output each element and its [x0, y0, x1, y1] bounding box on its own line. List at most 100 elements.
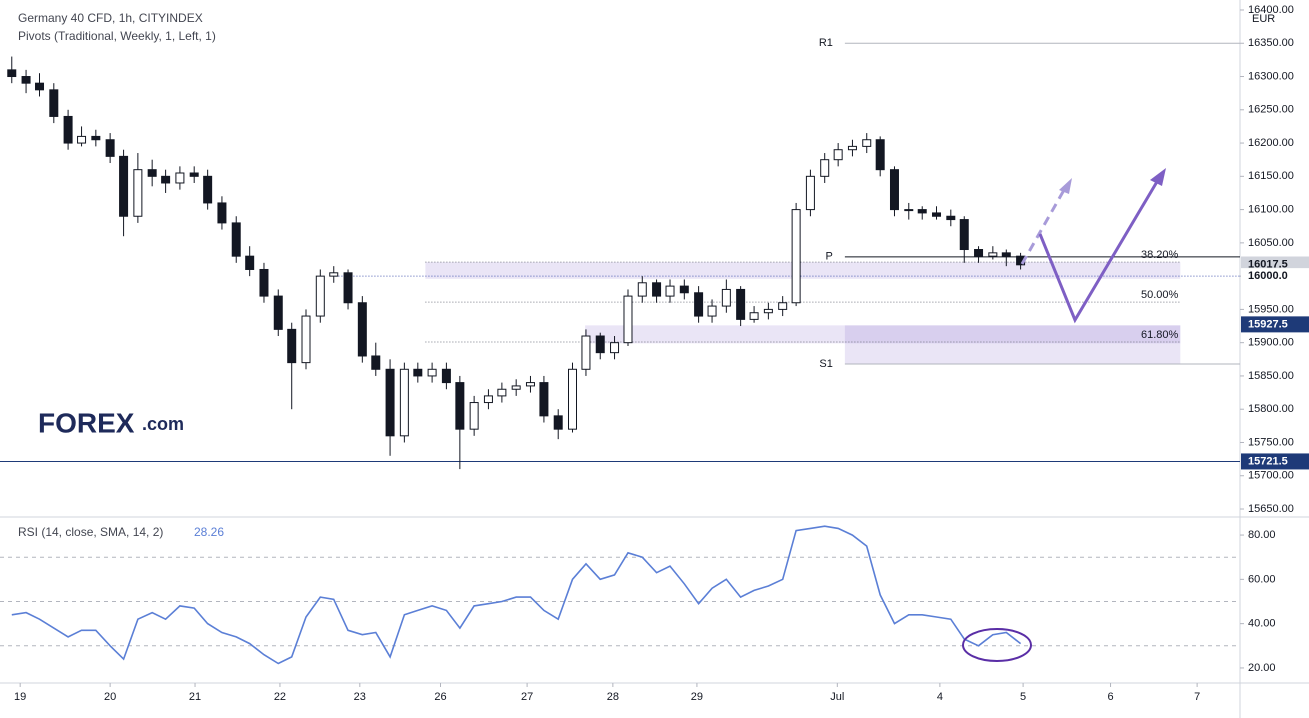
x-tick-label: 27: [521, 691, 533, 703]
x-tick-label: 20: [104, 691, 116, 703]
candle-body: [974, 249, 984, 257]
candle-body: [707, 305, 717, 317]
candle-body: [791, 209, 801, 304]
candle-body: [217, 202, 227, 224]
main-layer: [7, 56, 1026, 665]
rsi-last-value: 28.26: [194, 525, 224, 539]
candle-body: [399, 368, 409, 437]
candle-body: [49, 89, 59, 117]
candle-body: [736, 288, 746, 320]
y-tick-label: 20.00: [1248, 662, 1276, 674]
candle-body: [413, 368, 423, 377]
candle-body: [469, 402, 479, 430]
candle-body: [721, 288, 731, 307]
price-marker: [1241, 268, 1309, 285]
candle-body: [287, 328, 297, 364]
y-tick-label: 15950.00: [1248, 303, 1294, 315]
candle-body: [595, 335, 605, 354]
y-tick-label: 15800.00: [1248, 403, 1294, 415]
candle-body: [161, 175, 171, 184]
price-marker: [1241, 453, 1309, 470]
y-tick-label: 60.00: [1248, 573, 1276, 585]
dashed-arrowhead: [1059, 178, 1072, 194]
x-tick-label: 29: [691, 691, 703, 703]
fib-zone: [844, 325, 1181, 364]
front-layer: 15650.00 15700.00 15750.00 15800.00 15850.00…: [14, 4, 1309, 703]
x-tick-label: 26: [434, 691, 446, 703]
y-tick-label: 16300.00: [1248, 70, 1294, 82]
fib-label: 50.00%: [1141, 289, 1179, 301]
background-layer: [0, 9, 1244, 687]
candle-body: [694, 292, 704, 317]
candle-body: [988, 252, 998, 257]
fib-label: 61.80%: [1141, 329, 1179, 341]
candle-body: [189, 172, 199, 177]
candle-body: [35, 82, 45, 91]
y-tick-label: 16400.00: [1248, 4, 1294, 16]
candle-body: [455, 382, 465, 430]
candle-body: [119, 155, 129, 217]
candle-body: [343, 272, 353, 304]
candle-body: [105, 139, 115, 157]
y-tick-label: 15700.00: [1248, 470, 1294, 482]
candle-body: [679, 285, 689, 294]
y-tick-label: 16200.00: [1248, 137, 1294, 149]
pivot-label: R1: [819, 37, 833, 49]
candle-body: [91, 135, 101, 141]
y-tick-label: 16150.00: [1248, 170, 1294, 182]
candle-body: [1001, 252, 1011, 257]
candle-body: [175, 172, 185, 184]
fib-zone: [585, 325, 1181, 344]
y-tick-label: 16100.00: [1248, 204, 1294, 216]
candle-body: [820, 159, 830, 177]
x-tick-label: 28: [607, 691, 619, 703]
candle-body: [385, 368, 395, 437]
candle-body: [133, 169, 143, 217]
x-tick-label: 21: [189, 691, 201, 703]
currency: EUR: [1252, 13, 1275, 25]
candle-body: [959, 219, 969, 251]
solid-arrow: [1038, 179, 1160, 324]
candle-body: [245, 255, 255, 270]
candle-body: [7, 69, 17, 78]
candle-body: [889, 169, 899, 211]
candle-body: [77, 135, 87, 144]
x-tick-label: 6: [1107, 691, 1113, 703]
price-marker-label: 16000.0: [1248, 270, 1288, 282]
candle-body: [833, 149, 843, 161]
candle-body: [946, 215, 956, 221]
chart-title: Germany 40 CFD, 1h, CITYINDEX: [18, 11, 203, 25]
candle-body: [371, 355, 381, 370]
rsi-line: [11, 525, 1022, 665]
candle-body: [637, 282, 647, 297]
candle-body: [273, 295, 283, 330]
candle-body: [21, 76, 31, 84]
candle-body: [497, 388, 507, 397]
price-marker-label: 16017.5: [1248, 258, 1288, 270]
x-tick-label: 19: [14, 691, 26, 703]
logo-suffix: .com: [142, 414, 184, 434]
candle-body: [763, 308, 773, 314]
candle-body: [539, 382, 549, 417]
candle-body: [610, 342, 620, 354]
candle-body: [231, 222, 241, 257]
solid-arrowhead: [1150, 168, 1166, 186]
candle-body: [568, 368, 578, 430]
x-tick-label: 7: [1194, 691, 1200, 703]
x-tick-label: 4: [937, 691, 943, 703]
candle-body: [259, 268, 269, 297]
y-tick-label: 15900.00: [1248, 337, 1294, 349]
candle-body: [427, 368, 437, 377]
y-tick-label: 16050.00: [1248, 237, 1294, 249]
fib-zone: [425, 262, 1181, 279]
price-marker: [1241, 316, 1309, 333]
price-marker-label: 15721.5: [1248, 455, 1288, 467]
candle-body: [511, 385, 521, 390]
candle-body: [315, 275, 325, 317]
price-marker-label: 15927.5: [1248, 318, 1288, 330]
x-tick-label: 23: [354, 691, 366, 703]
rsi-title: RSI (14, close, SMA, 14, 2): [18, 525, 163, 539]
y-tick-label: 16350.00: [1248, 37, 1294, 49]
